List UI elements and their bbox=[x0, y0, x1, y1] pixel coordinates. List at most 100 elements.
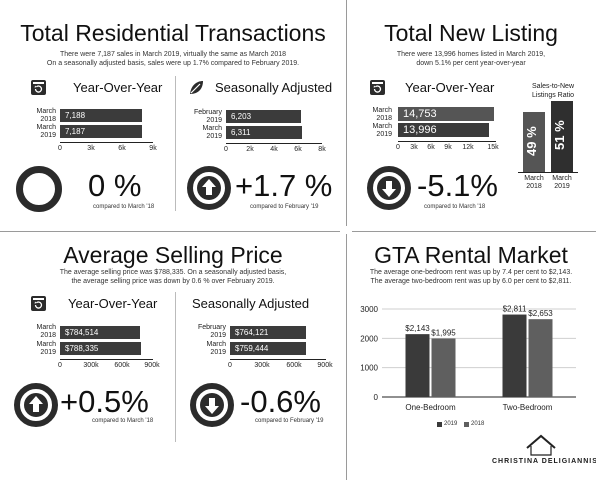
q1-left-note: compared to March '18 bbox=[93, 204, 155, 210]
q2-ratio-title: Sales-to-New Listings Ratio bbox=[520, 82, 586, 100]
q3-right-row-2-label: March 2019 bbox=[206, 341, 226, 356]
ratio-axis bbox=[518, 172, 578, 173]
legend-2019-label: 2019 bbox=[444, 421, 458, 427]
ratio-label-2019: 51 % bbox=[552, 120, 567, 150]
q1-left-row-1-label: March 2018 bbox=[36, 108, 56, 123]
q2-bar-2018: 14,753 bbox=[398, 107, 494, 121]
tick: 3k bbox=[87, 145, 95, 152]
tick: 300k bbox=[254, 362, 270, 369]
tick: 0 bbox=[58, 362, 62, 369]
tick: 9k bbox=[444, 144, 452, 151]
bar-2019 bbox=[405, 334, 430, 397]
neutral-ring-icon bbox=[16, 166, 62, 212]
ratio-cat-2019: March 2019 bbox=[552, 175, 572, 190]
horizontal-divider-right bbox=[352, 231, 596, 232]
q3-left-note: compared to March '18 bbox=[92, 418, 154, 424]
q1-right-note: compared to February '19 bbox=[250, 204, 319, 210]
q1-subtitle-2: On a seasonally adjusted basis, sales we… bbox=[46, 60, 300, 67]
q1-right-big: +1.7 % bbox=[235, 168, 333, 203]
tick: 0 bbox=[224, 146, 228, 153]
bar-2019 bbox=[502, 314, 527, 397]
category-label: Two-Bedroom bbox=[503, 403, 553, 412]
data-label: $2,143 bbox=[405, 324, 430, 333]
q1-right-axis bbox=[226, 143, 322, 144]
q2-note: compared to March '18 bbox=[424, 204, 486, 210]
brand-name: CHRISTINA DELIGIANNIS bbox=[492, 458, 596, 465]
ratio-label-2018: 49 % bbox=[524, 126, 539, 156]
q3-right-row-1-label: February 2019 bbox=[197, 324, 226, 339]
q1-right-label: Seasonally Adjusted bbox=[215, 80, 333, 95]
q2-subtitle-2: down 5.1% per cent year-over-year bbox=[416, 60, 526, 67]
q1-left-bar-2019: 7,187 bbox=[60, 125, 142, 138]
tick: 900k bbox=[144, 362, 160, 369]
tick: 600k bbox=[114, 362, 130, 369]
y-tick-label: 0 bbox=[374, 393, 379, 402]
q3-left-big: +0.5% bbox=[60, 384, 149, 419]
q2-big: -5.1% bbox=[417, 168, 498, 203]
q1-right-bar-feb: 6,203 bbox=[226, 110, 301, 123]
vertical-divider-bottom bbox=[346, 234, 347, 480]
q4-subtitle-1: The average one-bedroom rent was up by 7… bbox=[369, 269, 573, 276]
q3-right-bar-feb: $764,121 bbox=[230, 326, 306, 339]
up-arrow-ring-icon bbox=[187, 166, 231, 210]
q2-subtitle-1: There were 13,996 homes listed in March … bbox=[396, 51, 546, 58]
q3-right-label: Seasonally Adjusted bbox=[192, 296, 310, 311]
q2-axis bbox=[398, 141, 496, 142]
q2-ratio-title-1: Sales-to-New bbox=[531, 83, 574, 90]
tick: 300k bbox=[83, 362, 99, 369]
tick: 12k bbox=[462, 144, 474, 151]
q3-inner-divider bbox=[175, 292, 176, 442]
legend-2019-swatch bbox=[437, 422, 442, 427]
tick: 2k bbox=[246, 146, 254, 153]
data-label: $2,653 bbox=[528, 309, 553, 318]
q1-left-big: 0 % bbox=[88, 168, 142, 203]
q2-ratio-title-2: Listings Ratio bbox=[531, 92, 575, 99]
q3-right-axis bbox=[230, 359, 326, 360]
bar-2018 bbox=[431, 338, 456, 397]
ratio-cat-2018: March 2018 bbox=[524, 175, 544, 190]
ratio-bar-2019 bbox=[551, 101, 573, 172]
q2-row-2-label: March 2019 bbox=[372, 123, 392, 138]
q3-left-label: Year-Over-Year bbox=[68, 296, 158, 311]
q3-left-bar-2018: $784,514 bbox=[60, 326, 140, 339]
y-tick-label: 2000 bbox=[360, 334, 378, 343]
legend-2018-swatch bbox=[464, 422, 469, 427]
tick: 4k bbox=[270, 146, 278, 153]
horizontal-divider-left bbox=[0, 231, 340, 232]
house-logo-icon bbox=[525, 434, 557, 456]
calendar-refresh-icon bbox=[370, 80, 385, 95]
calendar-refresh-icon bbox=[31, 296, 46, 311]
tick: 600k bbox=[286, 362, 302, 369]
category-label: One-Bedroom bbox=[405, 403, 456, 412]
up-arrow-ring-icon bbox=[14, 383, 58, 427]
q3-right-big: -0.6% bbox=[240, 384, 321, 419]
q3-right-note: compared to February '19 bbox=[255, 418, 324, 424]
tick: 8k bbox=[318, 146, 326, 153]
q3-left-row-2-label: March 2019 bbox=[36, 341, 56, 356]
q1-right-row-1-label: February 2019 bbox=[193, 109, 222, 124]
tick: 0 bbox=[396, 144, 400, 151]
tick: 9k bbox=[149, 145, 157, 152]
tick: 0 bbox=[58, 145, 62, 152]
q2-row-1-label: March 2018 bbox=[372, 107, 392, 122]
q2-label: Year-Over-Year bbox=[405, 80, 495, 95]
down-arrow-ring-icon bbox=[367, 166, 411, 210]
q3-right-bar-mar: $759,444 bbox=[230, 342, 306, 355]
q3-title: Average Selling Price bbox=[63, 242, 283, 268]
tick: 900k bbox=[317, 362, 333, 369]
q1-title: Total Residential Transactions bbox=[20, 20, 326, 46]
q3-subtitle-1: The average selling price was $788,335. … bbox=[59, 269, 287, 276]
tick: 3k bbox=[410, 144, 418, 151]
bar-2018 bbox=[528, 319, 553, 397]
calendar-refresh-icon bbox=[31, 80, 46, 95]
q1-left-bar-2018: 7,188 bbox=[60, 109, 142, 122]
q1-left-axis bbox=[60, 142, 153, 143]
rental-bar-chart: 0 1000 2000 3000 $2,143 $1,995 One-Bedroom $2,8… bbox=[360, 305, 576, 412]
q1-subtitle-1: There were 7,187 sales in March 2019, vi… bbox=[59, 51, 287, 58]
vertical-divider-top bbox=[346, 0, 347, 226]
tick: 15k bbox=[487, 144, 499, 151]
q2-title: Total New Listing bbox=[384, 20, 558, 46]
legend-2018-label: 2018 bbox=[471, 421, 485, 427]
tick: 6k bbox=[427, 144, 435, 151]
q4-title: GTA Rental Market bbox=[374, 242, 568, 268]
